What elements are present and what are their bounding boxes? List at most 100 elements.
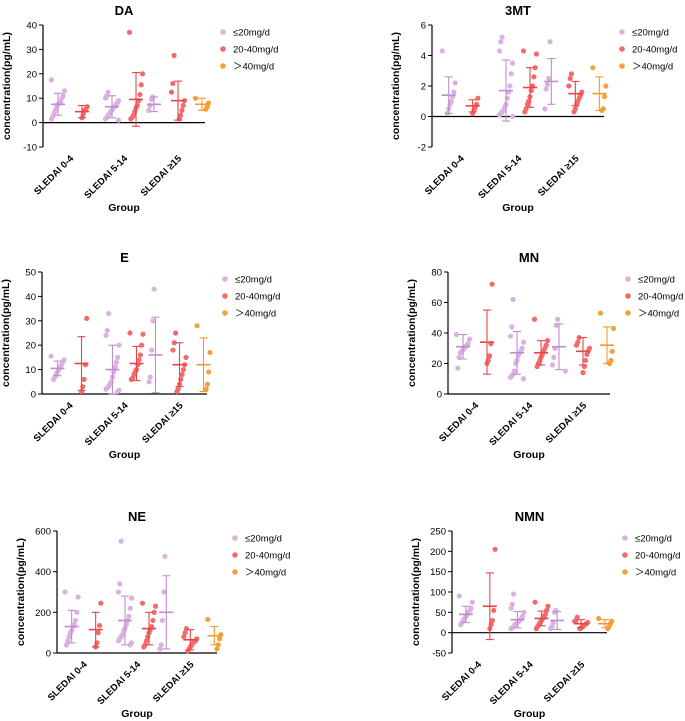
series-low-group-1	[453, 331, 473, 371]
data-point	[148, 96, 154, 103]
data-point	[509, 324, 515, 330]
data-point	[214, 646, 220, 652]
data-point	[72, 617, 79, 624]
x-tick-label: SLEDAI ≥15	[139, 153, 185, 199]
legend-label-high: ＞40mg/d	[245, 568, 286, 579]
data-point	[157, 646, 163, 652]
data-point	[531, 74, 537, 80]
data-point	[117, 581, 123, 587]
data-point	[143, 638, 149, 644]
data-point	[112, 364, 118, 370]
y-tick-label: 20	[25, 341, 36, 352]
y-tick-label: 40	[26, 21, 37, 32]
series-mid-group-2	[532, 599, 551, 632]
data-point	[180, 367, 186, 373]
data-point	[605, 626, 611, 632]
data-point	[555, 316, 561, 322]
data-point	[48, 353, 54, 359]
series-mid-group-2	[531, 316, 551, 370]
data-point	[453, 331, 460, 338]
data-point	[590, 65, 596, 71]
y-tick-label: 0	[437, 390, 442, 401]
x-tick-label: SLEDAI ≥15	[542, 659, 588, 705]
chart-panel-da: DA -10 0 10 20 30 40 concentration(pg/mL) SLEDAI…	[1, 3, 278, 214]
series-low-group-1	[48, 353, 67, 382]
y-tick-label: 600	[35, 527, 51, 538]
data-point	[103, 332, 109, 339]
data-point	[596, 615, 602, 622]
data-point	[562, 368, 569, 374]
data-point	[544, 81, 551, 88]
x-axis-label: Group	[109, 449, 141, 461]
legend-label-high: ＞40mg/d	[235, 309, 276, 320]
y-tick-label: 40	[25, 292, 36, 303]
data-point	[532, 599, 538, 605]
data-point	[171, 52, 177, 59]
x-axis-label: Group	[513, 449, 545, 461]
data-point	[150, 318, 156, 324]
y-tick-label: 4	[421, 51, 426, 62]
data-point	[522, 109, 528, 115]
data-point	[102, 116, 109, 122]
data-point	[456, 593, 462, 599]
data-point	[509, 60, 516, 66]
data-point	[151, 609, 157, 615]
data-point	[571, 109, 577, 115]
data-point	[203, 106, 209, 112]
data-point	[48, 116, 55, 122]
data-point	[520, 48, 527, 54]
data-point	[115, 354, 121, 360]
data-point	[151, 286, 157, 292]
data-point	[150, 617, 156, 624]
data-point	[173, 330, 179, 336]
data-point	[520, 339, 527, 345]
legend-marker-high	[625, 310, 631, 316]
data-point	[98, 600, 104, 606]
legend-label-high: ＞40mg/d	[233, 62, 274, 73]
data-point	[147, 374, 153, 380]
series-low-group-3	[542, 39, 559, 112]
chart-panel-e: E 0 10 20 30 40 50 concentration(pg/mL) SLEDAI 0…	[0, 250, 280, 461]
series-high-group-3	[596, 615, 615, 632]
chart-title: DA	[115, 3, 134, 18]
x-tick-label: SLEDAI ≥15	[140, 400, 186, 446]
data-point	[496, 112, 503, 118]
data-point	[603, 83, 609, 89]
chart-panel-mn: MN 0 20 40 60 80 concentration(pg/mL) SLEDAI 0-…	[406, 250, 683, 461]
data-point	[48, 77, 55, 83]
data-point	[498, 39, 504, 45]
y-tick-label: 50	[25, 268, 36, 279]
data-point	[115, 589, 122, 595]
data-point	[584, 351, 590, 357]
data-point	[139, 600, 146, 606]
data-point	[96, 622, 103, 629]
y-tick-label: 100	[430, 588, 446, 599]
series-high-group-3	[597, 310, 617, 367]
data-point	[113, 359, 119, 365]
legend-marker-mid	[622, 552, 628, 558]
y-tick-label: -2	[418, 143, 426, 154]
data-point	[138, 82, 144, 88]
data-point	[609, 348, 615, 354]
legend-marker-mid	[222, 293, 228, 299]
data-point	[567, 75, 573, 81]
data-point	[610, 325, 617, 332]
x-axis-label: Group	[514, 708, 546, 720]
data-point	[128, 116, 134, 122]
legend: ≤20mg/d 20-40mg/d ＞40mg/d	[625, 275, 683, 320]
legend-marker-low	[222, 276, 228, 282]
series-mid-group-3	[181, 626, 200, 654]
data-point	[140, 331, 146, 337]
y-tick-label: -10	[23, 143, 37, 154]
data-point	[128, 595, 135, 601]
series-low-group-3	[549, 316, 569, 374]
data-point	[170, 80, 176, 87]
series-mid-group-2	[127, 330, 146, 382]
data-point	[137, 352, 143, 358]
series-low-group-1	[439, 48, 458, 117]
data-point	[126, 613, 132, 620]
data-point	[216, 636, 223, 642]
series-mid-group-3	[170, 330, 189, 395]
data-point	[179, 107, 185, 113]
series-mid-group-3	[168, 52, 188, 122]
